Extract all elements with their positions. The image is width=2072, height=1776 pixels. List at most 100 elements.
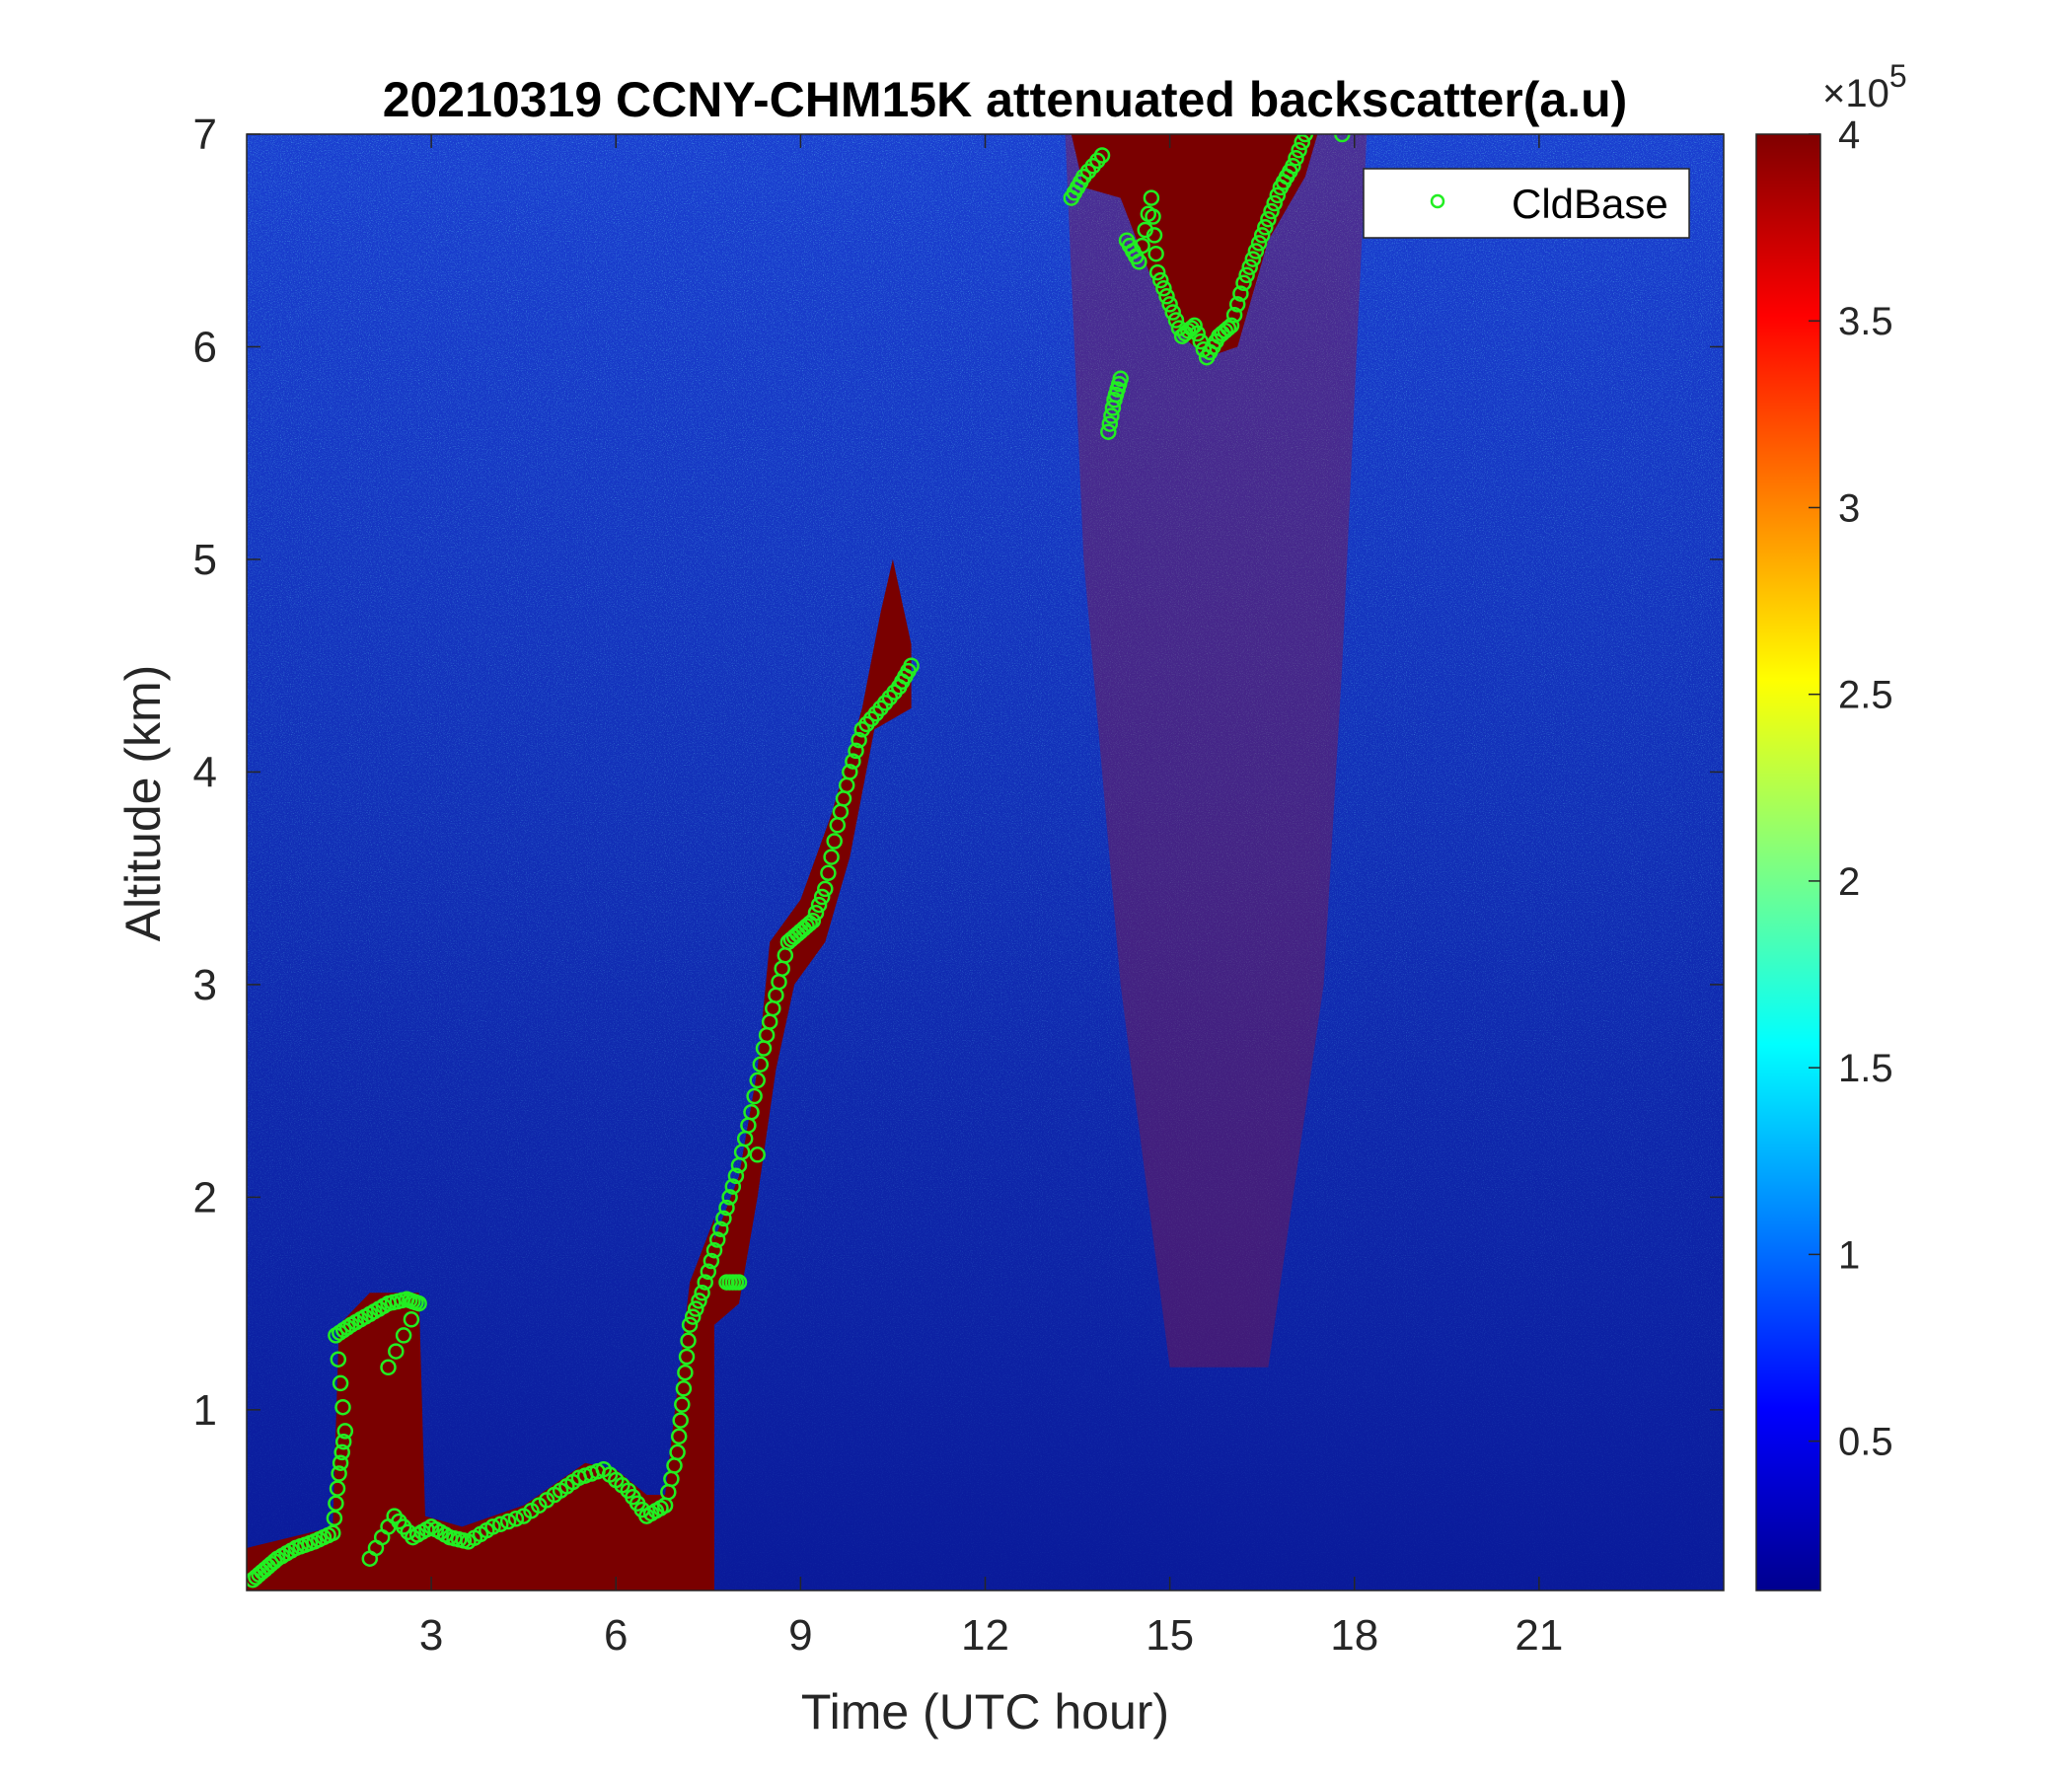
colorbar-tick-label: 1.5 bbox=[1838, 1047, 1893, 1090]
colorbar-tick-label: 1 bbox=[1838, 1233, 1860, 1277]
cldbase-point bbox=[403, 1311, 420, 1328]
x-tick-label: 21 bbox=[1515, 1611, 1563, 1660]
cldbase-point bbox=[1285, 158, 1301, 175]
cldbase-point bbox=[749, 1072, 766, 1089]
y-tick-label: 5 bbox=[193, 536, 217, 584]
cldbase-point bbox=[331, 1465, 347, 1482]
cldbase-point bbox=[1250, 235, 1268, 252]
cldbase-point bbox=[334, 1433, 352, 1450]
cldbase-point bbox=[1167, 312, 1185, 329]
y-tick-label: 3 bbox=[193, 961, 217, 1009]
cldbase-point bbox=[333, 1443, 350, 1461]
cldbase-point bbox=[1103, 407, 1120, 424]
cldbase-point bbox=[1100, 423, 1117, 440]
cldbase-point bbox=[1101, 415, 1119, 432]
cldbase-point bbox=[1266, 194, 1283, 212]
x-tick-label: 18 bbox=[1330, 1611, 1378, 1660]
cldbase-point bbox=[1238, 266, 1255, 284]
cldbase-point bbox=[1288, 149, 1304, 167]
cldbase-point bbox=[697, 1274, 713, 1291]
cldbase-point bbox=[325, 1524, 341, 1542]
x-tick-label: 15 bbox=[1146, 1611, 1194, 1660]
cldbase-point bbox=[678, 1348, 696, 1366]
cldbase-point bbox=[1235, 274, 1252, 292]
cldbase-point bbox=[1257, 219, 1274, 236]
legend: CldBase bbox=[1363, 168, 1690, 239]
cldbase-point bbox=[330, 1351, 347, 1368]
cldbase-point bbox=[1152, 271, 1169, 289]
cldbase-point bbox=[332, 1374, 349, 1392]
colorbar-gradient bbox=[1755, 133, 1821, 1591]
x-axis: 3 6 9 12 15 18 21 bbox=[419, 134, 1563, 1660]
cldbase-point bbox=[484, 1518, 501, 1535]
cldbase-point bbox=[669, 1443, 686, 1461]
cldbase-point bbox=[727, 1167, 745, 1185]
cldbase-point bbox=[826, 833, 843, 850]
cldbase-point bbox=[1186, 317, 1203, 334]
legend-marker-cldbase bbox=[1430, 193, 1445, 209]
colorbar-tick-label: 3 bbox=[1838, 486, 1860, 530]
cldbase-point bbox=[851, 731, 867, 749]
cldbase-point bbox=[1241, 259, 1258, 275]
cldbase-point bbox=[674, 1396, 691, 1413]
cldbase-point bbox=[712, 1221, 729, 1237]
cldbase-point bbox=[842, 764, 858, 780]
cldbase-point bbox=[677, 1364, 694, 1381]
cldbase-point bbox=[1158, 288, 1175, 305]
cldbase-point bbox=[810, 896, 828, 914]
cldbase-point bbox=[703, 1252, 720, 1270]
cldbase-point bbox=[1296, 134, 1314, 143]
cldbase-point bbox=[1093, 147, 1111, 164]
cldbase-point bbox=[1148, 263, 1166, 281]
y-tick-label: 1 bbox=[193, 1386, 217, 1435]
cldbase-point bbox=[684, 1308, 702, 1325]
colorbar: 0.5 1 1.5 2 2.5 3 3.5 4 ×105 bbox=[1755, 58, 1907, 1591]
plot-area bbox=[247, 134, 1724, 1591]
cldbase-point bbox=[492, 1516, 509, 1532]
colorbar-multiplier: ×105 bbox=[1822, 58, 1907, 115]
cldbase-point bbox=[752, 1056, 770, 1073]
cldbase-point bbox=[694, 1285, 710, 1301]
colorbar-tick-label: 2 bbox=[1838, 860, 1860, 904]
cldbase-point bbox=[718, 1199, 735, 1217]
cldbase-point bbox=[334, 1398, 351, 1416]
y-tick-label: 6 bbox=[193, 323, 217, 371]
cldbase-point bbox=[1294, 134, 1310, 151]
cldbase-point bbox=[705, 1241, 723, 1259]
cldbase-point bbox=[1225, 306, 1243, 324]
cldbase-point bbox=[1232, 285, 1249, 302]
cldbase-point bbox=[688, 1300, 704, 1317]
chart-title: 20210319 CCNY-CHM15K attenuated backscat… bbox=[383, 72, 1628, 127]
cldbase-point bbox=[1222, 317, 1240, 334]
cldbase-point bbox=[388, 1343, 405, 1360]
cldbase-point bbox=[1244, 251, 1262, 267]
colorbar-ticks: 0.5 1 1.5 2 2.5 3 3.5 4 bbox=[1809, 113, 1893, 1464]
cldbase-point bbox=[410, 1295, 427, 1312]
cldbase-point bbox=[1131, 254, 1147, 270]
cldbase-point bbox=[1247, 243, 1265, 259]
cldbase-point bbox=[708, 1231, 726, 1248]
cldbase-point bbox=[1145, 208, 1161, 225]
x-tick-label: 12 bbox=[961, 1611, 1009, 1660]
y-tick-label: 2 bbox=[193, 1173, 217, 1221]
cldbase-point bbox=[1291, 141, 1307, 159]
cldbase-point bbox=[1269, 186, 1287, 204]
cldbase-point bbox=[746, 1087, 763, 1105]
y-tick-label: 7 bbox=[193, 111, 217, 159]
cldbase-point bbox=[1155, 279, 1172, 297]
legend-label-cldbase: CldBase bbox=[1512, 181, 1668, 227]
cldbase-point bbox=[749, 1147, 766, 1163]
cldbase-point bbox=[328, 1495, 344, 1512]
cldbase-point bbox=[329, 1480, 346, 1497]
cldbase-point bbox=[730, 1274, 748, 1291]
cldbase-point bbox=[1263, 202, 1280, 220]
cldbase-point bbox=[1134, 237, 1150, 255]
y-axis: 1 2 3 4 5 6 7 bbox=[193, 111, 1724, 1435]
cldbase-point bbox=[395, 1327, 412, 1344]
cldbase-point bbox=[1112, 370, 1129, 388]
cldbase-point bbox=[1161, 296, 1178, 313]
cldbase-point bbox=[807, 904, 825, 922]
cldbase-point bbox=[332, 1454, 349, 1471]
cldbase-point bbox=[1220, 320, 1237, 336]
